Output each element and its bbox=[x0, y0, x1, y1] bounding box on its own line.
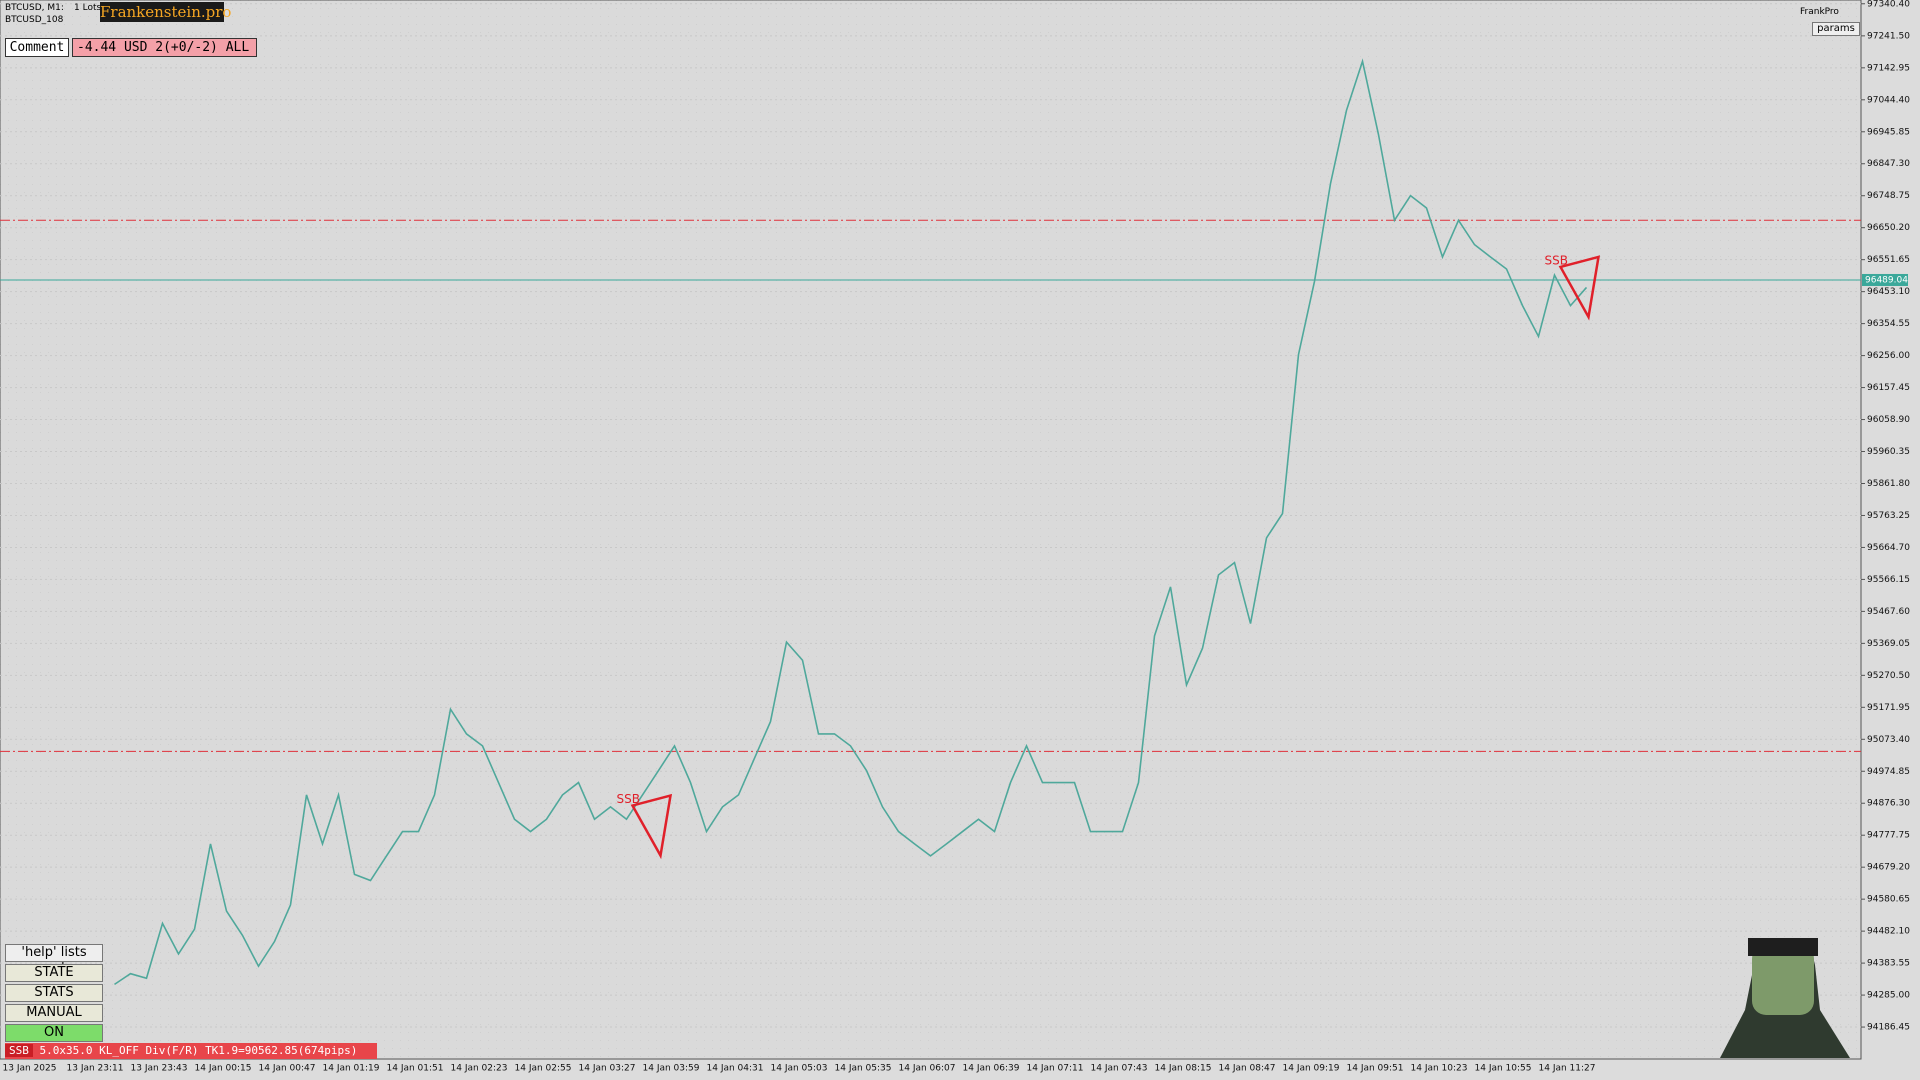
y-tick-label: 95763.25 bbox=[1867, 511, 1910, 521]
y-tick-label: 96748.75 bbox=[1867, 191, 1910, 201]
on-button[interactable]: ON bbox=[5, 1024, 103, 1042]
y-tick-label: 97340.40 bbox=[1867, 0, 1910, 9]
account: FrankPro bbox=[1800, 7, 1839, 17]
x-tick-label: 13 Jan 23:43 bbox=[131, 1064, 188, 1074]
y-tick-label: 94777.75 bbox=[1867, 831, 1910, 841]
status-text: 5.0x35.0 KL_OFF Div(F/R) TK1.9=90562.85(… bbox=[39, 1044, 358, 1057]
y-tick-label: 94186.45 bbox=[1867, 1023, 1910, 1033]
x-tick-label: 14 Jan 04:31 bbox=[707, 1064, 764, 1074]
comment-value: -4.44 USD 2(+0/-2) ALL bbox=[72, 38, 257, 57]
y-tick-label: 94383.55 bbox=[1867, 959, 1910, 969]
state-button[interactable]: STATE bbox=[5, 964, 103, 982]
y-tick-label: 96847.30 bbox=[1867, 159, 1910, 169]
y-tick-label: 96157.45 bbox=[1867, 383, 1910, 393]
y-tick-label: 94580.65 bbox=[1867, 895, 1910, 905]
price-path bbox=[114, 58, 1588, 986]
avatar bbox=[1720, 938, 1850, 1058]
y-tick-label: 95171.95 bbox=[1867, 703, 1910, 713]
y-tick-label: 97044.40 bbox=[1867, 95, 1910, 105]
price-label-box bbox=[1862, 273, 1908, 286]
x-tick-label: 14 Jan 03:59 bbox=[643, 1064, 700, 1074]
y-tick-label: 95664.70 bbox=[1867, 543, 1910, 553]
x-tick-label: 14 Jan 01:51 bbox=[387, 1064, 444, 1074]
signal-triangle bbox=[630, 793, 673, 860]
x-tick-label: 14 Jan 10:55 bbox=[1475, 1064, 1532, 1074]
help-button[interactable]: 'help' lists cmds bbox=[5, 944, 103, 976]
x-tick-label: 14 Jan 05:35 bbox=[835, 1064, 892, 1074]
y-tick-label: 95467.60 bbox=[1867, 607, 1910, 617]
manual-button[interactable]: MANUAL bbox=[5, 1004, 103, 1022]
x-tick-label: 14 Jan 08:15 bbox=[1155, 1064, 1212, 1074]
signal-label: SSB bbox=[617, 792, 640, 806]
y-tick-label: 96551.65 bbox=[1867, 255, 1910, 265]
y-tick-label: 96256.00 bbox=[1867, 351, 1910, 361]
signal-triangle bbox=[1558, 255, 1601, 321]
x-tick-label: 14 Jan 01:19 bbox=[323, 1064, 380, 1074]
brand[interactable]: Frankenstein.pro bbox=[100, 2, 232, 22]
x-tick-label: 14 Jan 07:43 bbox=[1091, 1064, 1148, 1074]
x-tick-label: 13 Jan 2025 bbox=[3, 1064, 57, 1074]
y-tick-label: 95566.15 bbox=[1867, 575, 1910, 585]
y-tick-label: 97241.50 bbox=[1867, 31, 1910, 41]
y-tick-label: 95960.35 bbox=[1867, 447, 1910, 457]
x-tick-label: 14 Jan 02:23 bbox=[451, 1064, 508, 1074]
x-tick-label: 14 Jan 05:03 bbox=[771, 1064, 828, 1074]
x-tick-label: 14 Jan 09:19 bbox=[1283, 1064, 1340, 1074]
y-tick-label: 95073.40 bbox=[1867, 735, 1910, 745]
y-tick-label: 94974.85 bbox=[1867, 767, 1910, 777]
y-tick-label: 96650.20 bbox=[1867, 223, 1910, 233]
x-tick-label: 14 Jan 00:47 bbox=[259, 1064, 316, 1074]
y-tick-label: 94285.00 bbox=[1867, 991, 1910, 1001]
stats-button[interactable]: STATS bbox=[5, 984, 103, 1002]
y-tick-label: 96453.10 bbox=[1867, 287, 1910, 297]
plot-area bbox=[0, 0, 1862, 1060]
y-tick-label: 95861.80 bbox=[1867, 479, 1910, 489]
y-tick-label: 94482.10 bbox=[1867, 927, 1910, 937]
lots: 1 Lots bbox=[74, 3, 102, 13]
y-tick-label: 97142.95 bbox=[1867, 63, 1910, 73]
symbol: BTCUSD, M1: bbox=[5, 3, 64, 13]
x-tick-label: 13 Jan 23:11 bbox=[67, 1064, 124, 1074]
params-button[interactable]: params bbox=[1812, 22, 1860, 36]
y-tick-label: 95369.05 bbox=[1867, 639, 1910, 649]
signal-label: SSB bbox=[1545, 253, 1568, 267]
y-tick-label: 96058.90 bbox=[1867, 415, 1910, 425]
x-tick-label: 14 Jan 06:07 bbox=[899, 1064, 956, 1074]
status-tag: SSB bbox=[5, 1044, 33, 1057]
symbol-id: BTCUSD_108 bbox=[5, 15, 64, 25]
x-tick-label: 14 Jan 03:27 bbox=[579, 1064, 636, 1074]
x-tick-label: 14 Jan 09:51 bbox=[1347, 1064, 1404, 1074]
x-tick-label: 14 Jan 00:15 bbox=[195, 1064, 252, 1074]
x-tick-label: 14 Jan 10:23 bbox=[1411, 1064, 1468, 1074]
x-tick-label: 14 Jan 06:39 bbox=[963, 1064, 1020, 1074]
y-tick-label: 96945.85 bbox=[1867, 127, 1910, 137]
y-tick-label: 95270.50 bbox=[1867, 671, 1910, 681]
status-bar: SSB 5.0x35.0 KL_OFF Div(F/R) TK1.9=90562… bbox=[5, 1043, 377, 1059]
price-label: 96489.04 bbox=[1865, 275, 1908, 285]
x-tick-label: 14 Jan 08:47 bbox=[1219, 1064, 1276, 1074]
y-tick-label: 94679.20 bbox=[1867, 863, 1910, 873]
y-tick-label: 96354.55 bbox=[1867, 319, 1910, 329]
x-tick-label: 14 Jan 07:11 bbox=[1027, 1064, 1084, 1074]
y-tick-label: 94876.30 bbox=[1867, 799, 1910, 809]
x-tick-label: 14 Jan 02:55 bbox=[515, 1064, 572, 1074]
x-tick-label: 14 Jan 11:27 bbox=[1539, 1064, 1596, 1074]
comment-label: Comment bbox=[5, 38, 69, 57]
